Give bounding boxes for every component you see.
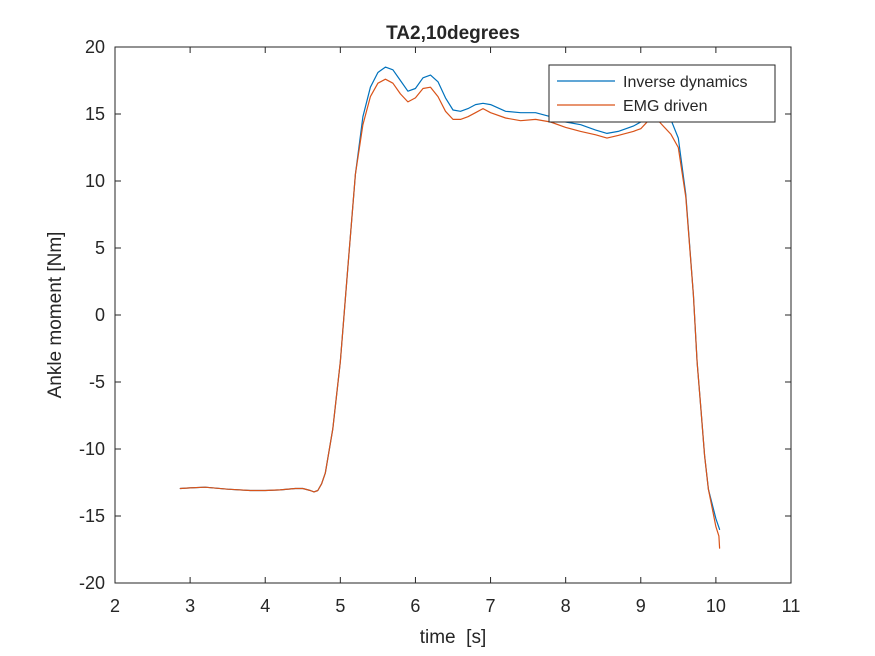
x-tick-label: 3 (185, 596, 195, 616)
x-tick-label: 10 (706, 596, 726, 616)
legend-box (548, 64, 776, 123)
legend-label: EMG driven (623, 98, 707, 115)
x-tick-label: 7 (486, 596, 496, 616)
x-tick-label: 4 (260, 596, 270, 616)
x-axis-label: time [s] (420, 627, 487, 648)
y-tick-label: 0 (95, 305, 105, 325)
y-tick-label: 20 (85, 37, 105, 57)
y-tick-label: -20 (79, 573, 105, 593)
y-tick-label: -15 (79, 506, 105, 526)
legend: Inverse dynamics EMG driven (548, 64, 776, 123)
chart-title: TA2,10degrees (386, 23, 520, 44)
y-axis-ticks: -20 -15 -10 -5 0 5 10 15 20 (79, 37, 791, 593)
x-tick-label: 8 (561, 596, 571, 616)
y-tick-label: 15 (85, 104, 105, 124)
y-tick-label: -5 (89, 372, 105, 392)
x-axis-ticks: 2 3 4 5 6 7 8 9 10 11 (110, 47, 800, 616)
x-tick-label: 6 (410, 596, 420, 616)
series-line-2 (179, 78, 721, 549)
x-tick-label: 5 (335, 596, 345, 616)
x-tick-label: 9 (636, 596, 646, 616)
x-tick-label: 11 (782, 596, 801, 616)
x-tick-label: 2 (110, 596, 120, 616)
plot-area (115, 47, 791, 583)
y-tick-label: 5 (95, 238, 105, 258)
y-axis-label: Ankle moment [Nm] (45, 232, 66, 399)
legend-label: Inverse dynamics (623, 74, 748, 91)
y-tick-label: -10 (79, 439, 105, 459)
y-tick-label: 10 (85, 171, 105, 191)
